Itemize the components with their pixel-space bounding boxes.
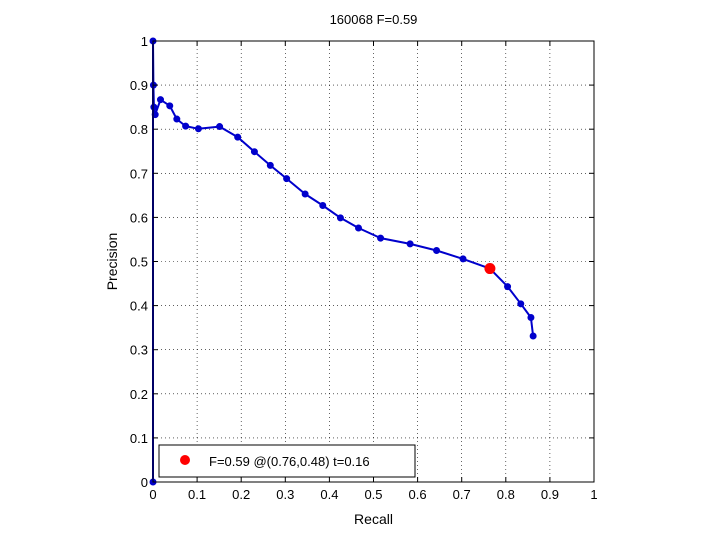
- x-tick-label: 0.3: [276, 487, 294, 502]
- y-tick-label: 0.2: [130, 387, 148, 402]
- x-tick-label: 0.9: [541, 487, 559, 502]
- legend: F=0.59 @(0.76,0.48) t=0.16: [158, 444, 416, 478]
- axis-ticks: 0 0.1 0.2 0.3 0.4 0.5 0.6 0.7 0.8 0.9 1 0 0.1 0.2 0.3 0…: [130, 34, 598, 502]
- x-tick-label: 1: [590, 487, 597, 502]
- data-point: [166, 102, 174, 110]
- y-tick-label: 0.7: [130, 166, 148, 181]
- data-point: [216, 123, 224, 131]
- data-point: [517, 300, 525, 308]
- data-point: [377, 234, 385, 242]
- x-tick-label: 0.1: [188, 487, 206, 502]
- y-tick-label: 0.4: [130, 299, 148, 314]
- y-tick-label: 0: [141, 475, 148, 490]
- x-tick-label: 0.2: [232, 487, 250, 502]
- chart-title: 160068 F=0.59: [330, 12, 418, 27]
- data-point: [336, 214, 344, 222]
- data-point: [529, 332, 537, 340]
- data-point: [250, 148, 258, 156]
- data-point: [406, 240, 414, 248]
- best-f-point: [484, 263, 496, 275]
- data-point: [527, 314, 535, 322]
- x-tick-label: 0.6: [409, 487, 427, 502]
- data-point: [283, 175, 291, 183]
- data-point: [194, 125, 202, 133]
- x-tick-label: 0.8: [497, 487, 515, 502]
- series-line: [152, 40, 535, 482]
- legend-marker: [180, 455, 190, 465]
- y-tick-label: 0.9: [130, 78, 148, 93]
- x-tick-label: 0.7: [453, 487, 471, 502]
- pr-curve: [152, 40, 535, 482]
- data-point: [173, 115, 181, 123]
- y-tick-label: 0.5: [130, 255, 148, 270]
- x-tick-label: 0: [149, 487, 156, 502]
- data-point: [433, 246, 441, 254]
- data-point: [301, 190, 309, 198]
- y-tick-label: 0.1: [130, 431, 148, 446]
- pr-markers: [149, 37, 537, 486]
- data-point: [266, 161, 274, 169]
- data-point: [355, 224, 363, 232]
- x-axis-label: Recall: [354, 511, 393, 527]
- x-tick-label: 0.5: [364, 487, 382, 502]
- y-tick-label: 0.8: [130, 122, 148, 137]
- data-point: [151, 111, 159, 119]
- legend-box: [158, 444, 416, 478]
- data-point: [504, 283, 512, 291]
- grid: [153, 41, 594, 482]
- data-point: [319, 201, 327, 209]
- legend-label: F=0.59 @(0.76,0.48) t=0.16: [209, 454, 370, 469]
- data-point: [182, 122, 190, 130]
- data-point: [156, 96, 164, 104]
- y-tick-label: 0.3: [130, 343, 148, 358]
- y-tick-label: 0.6: [130, 210, 148, 225]
- data-point: [234, 133, 242, 141]
- data-point: [459, 255, 467, 263]
- data-point: [150, 103, 158, 111]
- y-axis-label: Precision: [104, 233, 120, 291]
- x-tick-label: 0.4: [320, 487, 338, 502]
- y-tick-label: 1: [141, 34, 148, 49]
